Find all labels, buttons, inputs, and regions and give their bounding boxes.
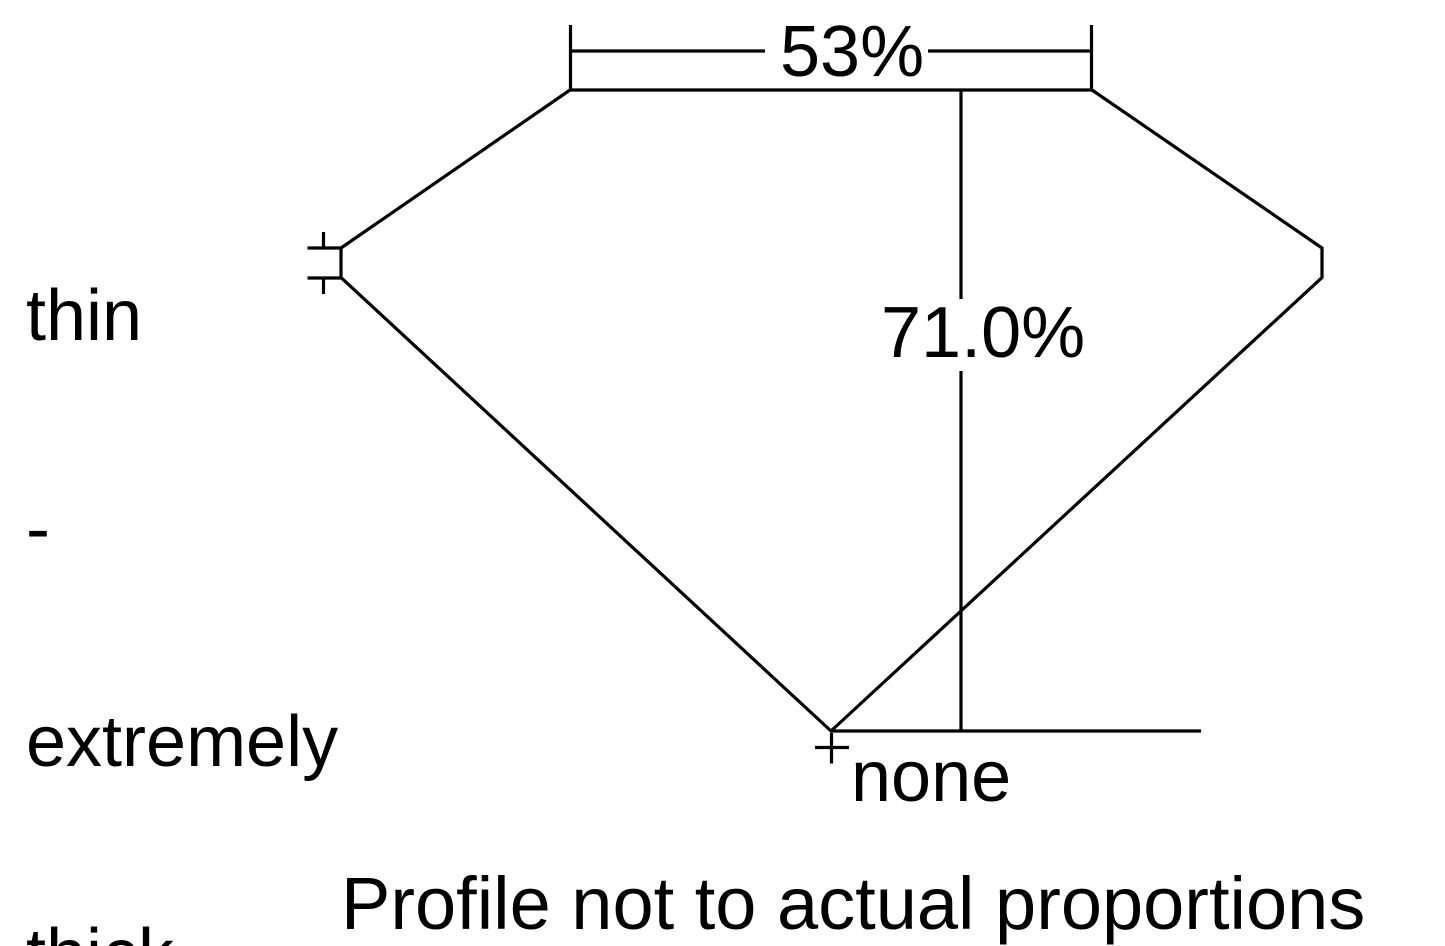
caption: Profile not to actual proportions — [341, 862, 1366, 945]
depth-label: 71.0% — [881, 293, 1086, 373]
diamond-outline-shape — [339, 88, 1324, 734]
girdle-tick-marks — [307, 232, 341, 294]
girdle-label-line-3: extremely — [26, 702, 339, 782]
culet-cross-mark — [815, 733, 849, 764]
table-measure-bracket — [568, 25, 1094, 90]
table-size-label: 53% — [780, 12, 925, 92]
girdle-label-line-1: thin — [26, 276, 143, 356]
girdle-label: thin - extremely thick (faceted) — [26, 139, 338, 946]
diamond-outline — [339, 88, 1324, 734]
girdle-label-line-4: thick — [26, 919, 338, 946]
girdle-label-line-2: - — [26, 489, 50, 569]
culet-label: none — [851, 737, 1012, 817]
